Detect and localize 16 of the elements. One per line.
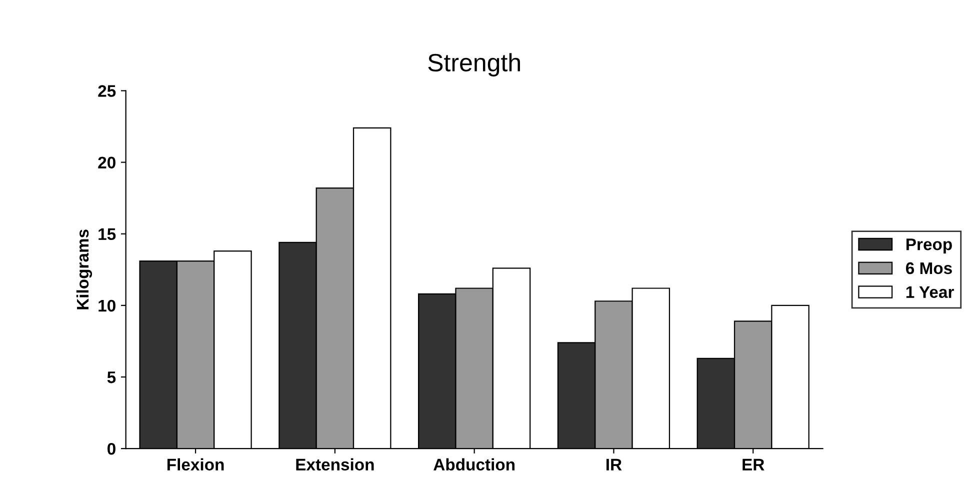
y-tick-label: 15 xyxy=(98,228,116,240)
y-tick-label: 5 xyxy=(107,372,116,384)
y-tick-label: 0 xyxy=(108,442,116,455)
x-tick-label: Extension xyxy=(296,458,374,471)
chart-title: Strength xyxy=(428,53,520,76)
y-tick-label: 25 xyxy=(98,85,116,97)
x-tick-label: IR xyxy=(606,458,622,470)
y-axis-title: Kilograms xyxy=(76,230,92,310)
x-tick-label: ER xyxy=(742,458,764,470)
x-tick-label: Abduction xyxy=(434,458,514,471)
y-tick-label: 10 xyxy=(98,300,116,312)
legend-label: Preop xyxy=(906,238,952,254)
x-tick-label: Flexion xyxy=(167,458,224,471)
legend-label: 6 Mos xyxy=(906,262,952,274)
y-tick-label: 20 xyxy=(98,156,116,168)
legend-label: 1 Year xyxy=(906,286,954,298)
